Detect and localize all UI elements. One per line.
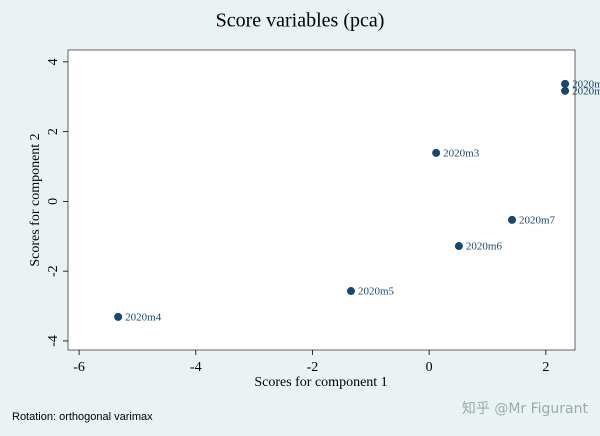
x-tick-label: -2 [307,360,319,375]
point-label: 2020m7 [519,214,556,226]
point-label: 2020m4 [125,311,162,323]
watermark: 知乎 @Mr Figurant [462,400,589,417]
y-tick-label: 2 [46,128,61,135]
x-tick-label: -6 [73,360,85,375]
plot-area [67,49,576,351]
x-tick-label: 2 [542,360,549,375]
point [346,287,355,296]
y-tick-label: -2 [46,265,61,277]
chart-title: Score variables (pca) [216,10,385,32]
point-label: 2020m5 [358,286,395,298]
point [561,86,570,95]
x-tick-label: -4 [190,360,202,375]
y-axis-label: Scores for component 2 [28,133,43,266]
point [561,79,570,88]
point-label: 2020m6 [466,241,503,253]
y-tick-label: -4 [46,335,61,347]
y-tick-label: 4 [46,58,61,65]
point [432,148,441,157]
point [114,312,123,321]
point-label: 2020m3 [443,147,480,159]
y-tick-label: 0 [46,198,61,205]
x-axis-label: Scores for component 1 [254,375,387,390]
note: Rotation: orthogonal varimax [12,411,153,423]
point-label: 2020m [572,78,600,90]
point [454,242,463,251]
point [507,215,516,224]
x-tick-label: 0 [426,360,433,375]
point-label: 2020m [572,85,600,97]
